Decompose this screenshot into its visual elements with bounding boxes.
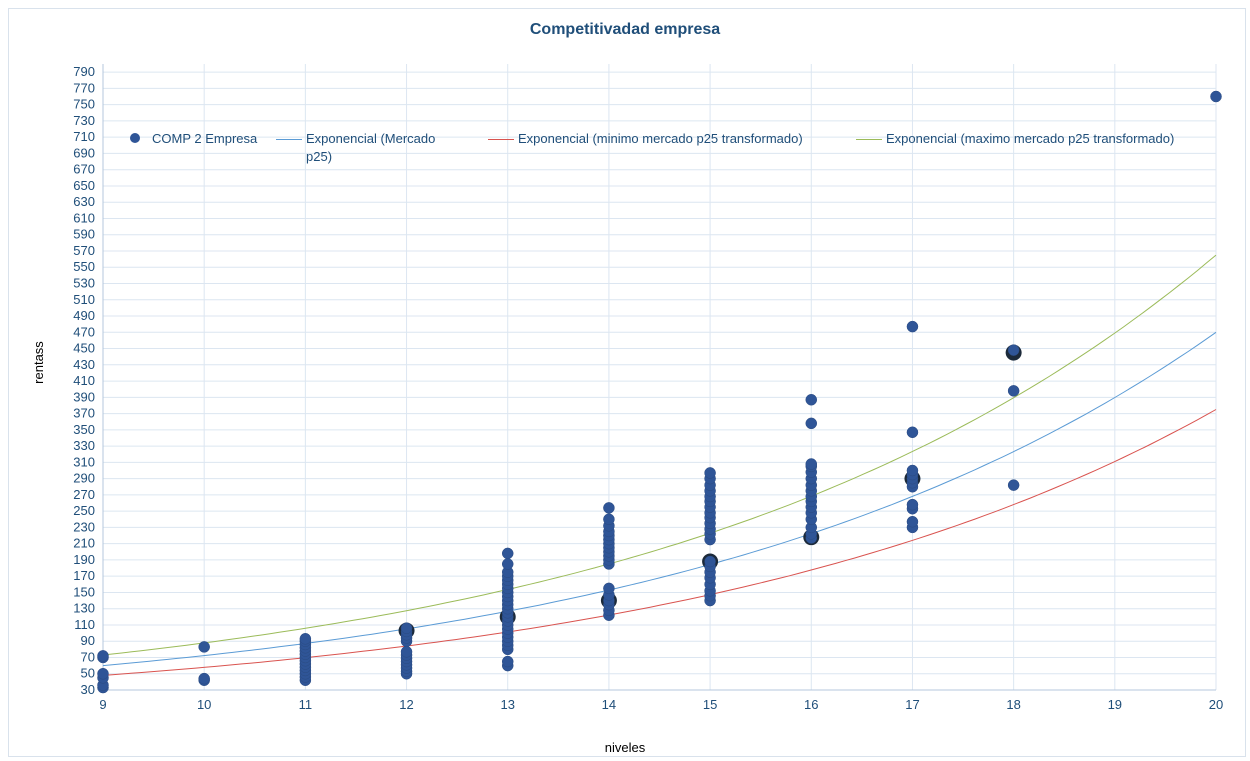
trendline xyxy=(102,254,1217,656)
scatter-point xyxy=(501,558,514,570)
legend-item-minimo: Exponencial (minimo mercado p25 transfor… xyxy=(488,130,803,148)
scatter-point xyxy=(501,655,514,668)
chart-frame xyxy=(8,8,1246,757)
y-tick-label: 650 xyxy=(73,178,95,193)
scatter-point xyxy=(805,394,818,406)
y-tick-label: 310 xyxy=(73,454,95,469)
y-tick-label: 250 xyxy=(73,503,95,518)
scatter-point xyxy=(501,547,514,560)
scatter-point xyxy=(97,650,109,662)
y-tick-label: 450 xyxy=(73,341,95,356)
chart-title: Competitivadad empresa xyxy=(529,21,721,38)
y-tick-label: 190 xyxy=(73,552,95,567)
y-tick-label: 330 xyxy=(73,438,95,453)
scatter-point xyxy=(805,458,818,470)
legend-item-comp2: COMP 2 Empresa xyxy=(130,130,257,148)
y-tick-label: 730 xyxy=(73,113,95,128)
legend-label: Exponencial (Mercado p25) xyxy=(306,131,436,164)
legend-item-maximo: Exponencial (maximo mercado p25 transfor… xyxy=(856,130,1174,148)
legend-label: Exponencial (minimo mercado p25 transfor… xyxy=(518,131,803,146)
trendline xyxy=(102,331,1217,667)
x-tick-label: 9 xyxy=(99,697,106,712)
x-tick-label: 20 xyxy=(1209,697,1223,712)
x-tick-label: 19 xyxy=(1108,697,1122,712)
scatter-point xyxy=(906,498,919,511)
y-tick-label: 630 xyxy=(73,194,95,209)
y-tick-label: 530 xyxy=(73,276,95,291)
y-tick-label: 90 xyxy=(81,633,95,648)
scatter-point xyxy=(603,582,615,595)
x-tick-label: 12 xyxy=(399,697,413,712)
x-axis-label: niveles xyxy=(604,740,646,755)
scatter-point xyxy=(198,672,210,685)
y-tick-label: 210 xyxy=(73,536,95,551)
legend-marker-line xyxy=(276,139,302,140)
y-tick-label: 390 xyxy=(73,389,95,404)
y-tick-label: 490 xyxy=(73,308,95,323)
y-tick-label: 110 xyxy=(74,617,95,632)
scatter-point xyxy=(1007,479,1020,491)
y-tick-label: 430 xyxy=(73,357,95,372)
scatter-point xyxy=(1007,385,1020,397)
y-tick-label: 30 xyxy=(81,682,95,697)
scatter-point xyxy=(400,622,413,634)
y-tick-label: 550 xyxy=(73,259,95,274)
scatter-point xyxy=(97,667,109,680)
legend-item-mercado: Exponencial (Mercado p25) xyxy=(276,130,476,166)
y-tick-label: 130 xyxy=(73,601,95,616)
scatter-point xyxy=(1210,90,1222,103)
trendline xyxy=(102,409,1217,676)
scatter-point xyxy=(704,467,716,479)
y-tick-label: 470 xyxy=(73,324,95,339)
y-tick-label: 710 xyxy=(73,129,95,144)
y-tick-label: 770 xyxy=(73,80,95,95)
x-tick-label: 17 xyxy=(905,697,919,712)
x-tick-label: 18 xyxy=(1006,697,1020,712)
scatter-point xyxy=(906,320,919,333)
scatter-point xyxy=(299,633,312,645)
scatter-point xyxy=(906,515,919,528)
legend-label: Exponencial (maximo mercado p25 transfor… xyxy=(886,131,1175,146)
y-tick-label: 610 xyxy=(73,210,95,225)
legend-marker-line xyxy=(488,139,514,140)
y-tick-label: 50 xyxy=(81,666,95,681)
scatter-point xyxy=(198,641,210,653)
x-tick-label: 10 xyxy=(197,697,211,712)
y-tick-label: 170 xyxy=(73,568,95,583)
y-tick-label: 290 xyxy=(73,471,95,486)
legend-label: COMP 2 Empresa xyxy=(152,131,258,146)
scatter-point xyxy=(906,464,919,477)
y-tick-label: 790 xyxy=(73,64,95,79)
y-tick-label: 410 xyxy=(73,373,95,388)
y-tick-label: 670 xyxy=(73,162,95,177)
legend-marker-line xyxy=(856,139,882,140)
scatter-point xyxy=(400,646,413,658)
scatter-point xyxy=(704,555,716,568)
y-tick-label: 70 xyxy=(81,649,95,664)
x-tick-label: 16 xyxy=(804,697,818,712)
scatter-point xyxy=(906,426,919,439)
legend-marker-dot xyxy=(130,133,140,143)
legend: COMP 2 Empresa Exponencial (Mercado p25)… xyxy=(130,130,1240,180)
y-tick-label: 370 xyxy=(73,406,95,421)
x-tick-label: 11 xyxy=(299,697,313,712)
y-tick-label: 750 xyxy=(73,97,95,112)
y-tick-label: 230 xyxy=(73,519,95,534)
y-tick-label: 150 xyxy=(73,584,95,599)
y-tick-label: 690 xyxy=(73,145,95,160)
y-tick-label: 510 xyxy=(73,292,95,307)
y-tick-label: 590 xyxy=(73,227,95,242)
scatter-point xyxy=(603,513,615,526)
y-tick-label: 570 xyxy=(73,243,95,258)
scatter-point xyxy=(603,502,615,514)
x-tick-label: 13 xyxy=(500,697,514,712)
scatter-point xyxy=(805,417,818,430)
x-tick-label: 15 xyxy=(703,697,717,712)
y-tick-label: 350 xyxy=(73,422,95,437)
x-tick-label: 14 xyxy=(602,697,616,712)
scatter-point xyxy=(1007,344,1020,356)
y-tick-label: 270 xyxy=(73,487,95,502)
